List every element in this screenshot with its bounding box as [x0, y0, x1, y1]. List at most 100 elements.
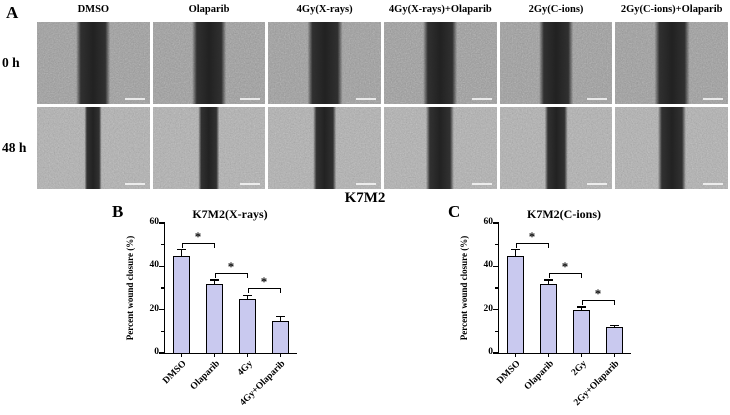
y-tick [159, 309, 165, 311]
error-bar [610, 324, 619, 327]
column-header: 2Gy(C-ions) [528, 4, 584, 15]
micrograph-0h-4Gy(X-rays)+Olaparib [383, 22, 497, 104]
significance-bracket [181, 242, 215, 248]
error-bar-cap [577, 306, 586, 308]
micrograph-48h-2Gy(C-ions) [499, 107, 613, 189]
panel-b-label: B [112, 202, 124, 221]
cell-line-title: K7M2 [344, 190, 386, 206]
scale-bar [702, 98, 723, 100]
wound-scratch-band [654, 22, 690, 104]
wound-scratch-band [657, 107, 686, 189]
significance-bracket [515, 242, 549, 248]
x-tick-label: 2Gy [569, 359, 589, 379]
x-tick-label: 4Gy [235, 359, 255, 379]
error-bar-line [246, 294, 249, 299]
column-header: 4Gy(X-rays)+Olaparib [388, 4, 492, 15]
y-tick [159, 352, 165, 354]
scale-bar [587, 183, 608, 185]
y-tick-label: 20 [483, 303, 494, 314]
scale-bar [702, 183, 723, 185]
chart-title: K7M2(X-rays) [192, 207, 268, 221]
scale-bar [124, 183, 145, 185]
column-header: DMSO [77, 4, 110, 15]
column-header: 4Gy(X-rays) [296, 4, 353, 15]
y-tick [493, 265, 499, 267]
significance-bracket [247, 288, 281, 293]
x-tick-label: Olaparib [188, 359, 222, 393]
y-minor-tick [161, 244, 165, 246]
wound-scratch-band [423, 22, 458, 104]
bar-Olaparib [206, 283, 223, 353]
error-bar-cap [511, 249, 520, 251]
scale-bar [124, 98, 145, 100]
bar-2Gy+Olaparib [606, 327, 623, 353]
chart-k7m2-cions: K7M2(C-ions) Percent wound closure (%) 0 20… [452, 207, 687, 412]
error-bar [276, 316, 285, 321]
micrograph-48h-4Gy(X-rays) [268, 107, 381, 189]
wound-scratch-band [307, 22, 343, 104]
x-tick [613, 353, 616, 357]
plot-area: 0 20 40 60 DMSO Olaparib 4Gy 4Gy+Olaparib * * * [150, 217, 297, 408]
micrograph-48h-DMSO [37, 107, 150, 189]
wound-scratch-band [539, 22, 573, 104]
micrograph-0h-4Gy(X-rays) [268, 22, 381, 104]
wound-scratch-band [76, 22, 111, 104]
scale-bar [240, 183, 261, 185]
bar-2Gy [573, 309, 590, 353]
micrograph-48h-2Gy(C-ions)+Olaparib [615, 107, 728, 189]
y-tick [159, 265, 165, 267]
error-bar-line [580, 306, 583, 310]
error-bar-cap [276, 316, 285, 318]
x-tick-label: Olaparib [522, 359, 556, 393]
y-tick [493, 352, 499, 354]
significance-star: * [594, 285, 602, 301]
scale-bar [240, 98, 261, 100]
column-header: Olaparib [188, 4, 230, 15]
column-header: 2Gy(C-ions)+Olaparib [620, 4, 723, 15]
x-tick [514, 353, 517, 357]
y-tick-label: 20 [149, 303, 160, 314]
error-bar [544, 279, 553, 284]
micrograph-0h-DMSO [37, 22, 150, 104]
error-bar-line [213, 279, 216, 284]
error-bar-cap [210, 279, 219, 281]
error-bar-cap [610, 324, 619, 327]
x-tick [279, 353, 282, 357]
wound-scratch-band [312, 107, 337, 189]
panel-c-label: C [448, 202, 461, 221]
micrograph-0h-Olaparib [152, 22, 266, 104]
error-bar-line [547, 279, 550, 284]
y-tick-label: 60 [483, 217, 494, 227]
error-bar-line [180, 249, 183, 256]
x-tick [213, 353, 216, 357]
x-tick [547, 353, 550, 357]
x-tick-label: DMSO [495, 359, 523, 387]
significance-bracket [214, 272, 248, 278]
row-label: 48 h [2, 140, 27, 155]
grid-corner [0, 2, 34, 19]
error-bar-cap [177, 249, 186, 251]
bar-DMSO [173, 255, 190, 353]
error-bar-line [514, 249, 517, 256]
significance-bracket [548, 272, 582, 278]
scale-bar [471, 98, 492, 100]
x-tick [580, 353, 583, 357]
significance-bracket [581, 299, 615, 305]
bar-DMSO [507, 255, 524, 353]
plot-area: 0 20 40 60 DMSO Olaparib 2Gy 2Gy+Olaparib * * * [484, 217, 631, 408]
scale-bar [471, 183, 492, 185]
wound-scratch-band [426, 107, 455, 189]
error-bar [177, 249, 186, 256]
y-tick-label: 60 [149, 217, 160, 227]
error-bar [210, 279, 219, 284]
scale-bar [355, 98, 376, 100]
micrograph-0h-2Gy(C-ions) [499, 22, 613, 104]
micrograph-48h-Olaparib [152, 107, 266, 189]
micrograph-48h-4Gy(X-rays)+Olaparib [383, 107, 497, 189]
y-minor-tick [161, 330, 165, 332]
y-tick-label: 0 [488, 347, 493, 357]
x-tick [180, 353, 183, 357]
significance-star: * [227, 258, 235, 274]
y-tick-label: 40 [149, 260, 160, 271]
